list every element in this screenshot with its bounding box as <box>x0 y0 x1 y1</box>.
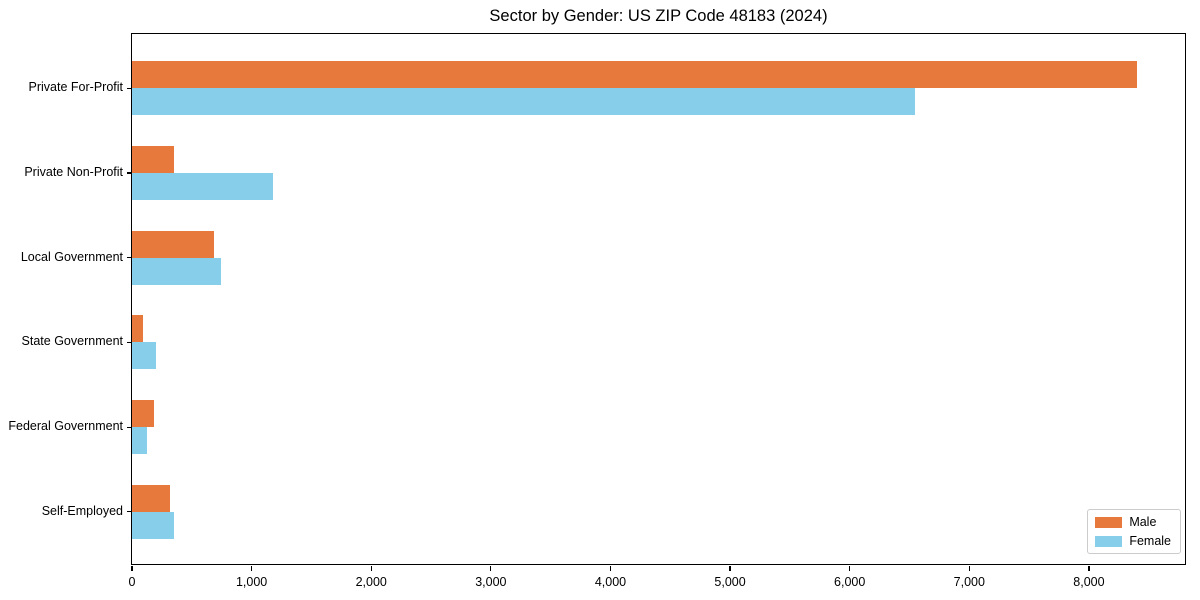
legend: Male Female <box>1087 509 1181 554</box>
bar-male-1 <box>132 146 174 173</box>
y-label-4: Federal Government <box>8 419 123 434</box>
x-tick-2 <box>370 566 372 571</box>
x-tick-6 <box>849 566 851 571</box>
legend-label-female: Female <box>1129 534 1171 548</box>
x-tick-label-0: 0 <box>128 575 136 589</box>
x-tick-1 <box>251 566 253 571</box>
y-tick-0 <box>127 87 132 89</box>
y-label-1: Private Non-Profit <box>24 165 123 179</box>
bar-female-5 <box>132 511 175 539</box>
x-tick-7 <box>968 566 970 571</box>
x-tick-label-4: 4,000 <box>594 575 627 589</box>
x-tick-label-5: 5,000 <box>714 575 746 589</box>
y-tick-4 <box>127 426 132 428</box>
y-tick-5 <box>127 511 132 513</box>
x-tick-label-1: 1,000 <box>235 575 268 589</box>
x-tick-label-7: 7,000 <box>953 575 985 589</box>
x-tick-label-3: 3,000 <box>475 575 507 589</box>
bar-female-3 <box>132 342 156 370</box>
y-label-3: State Government <box>21 334 123 349</box>
bar-male-5 <box>132 484 171 512</box>
bar-female-4 <box>132 427 147 455</box>
bar-female-1 <box>132 173 273 200</box>
x-tick-0 <box>131 566 133 571</box>
legend-label-male: Male <box>1129 515 1157 529</box>
bar-male-0 <box>132 61 1137 89</box>
female-swatch-icon <box>1095 535 1123 547</box>
y-tick-2 <box>127 257 132 259</box>
x-tick-label-6: 6,000 <box>834 575 866 589</box>
plot-area: 0 1,000 2,000 3,000 4,000 5,000 6,000 7,000 8,00… <box>127 33 1186 589</box>
x-tick-3 <box>490 566 492 571</box>
legend-item-male: Male <box>1095 515 1171 529</box>
y-tick-3 <box>127 341 132 343</box>
male-swatch-icon <box>1095 516 1123 528</box>
x-tick-5 <box>729 566 731 571</box>
y-label-5: Self-Employed <box>41 503 123 518</box>
y-tick-1 <box>127 172 132 174</box>
bar-female-2 <box>132 257 221 285</box>
bar-male-3 <box>132 315 143 343</box>
bar-male-4 <box>132 400 155 428</box>
bar-male-2 <box>132 230 214 258</box>
bar-female-0 <box>132 88 916 116</box>
x-tick-8 <box>1088 566 1090 571</box>
x-tick-label-8: 8,000 <box>1073 575 1105 589</box>
y-label-2: Local Government <box>20 249 123 264</box>
y-label-0: Private For-Profit <box>28 80 123 95</box>
chart-title: Sector by Gender: US ZIP Code 48183 (202… <box>489 7 828 25</box>
x-tick-4 <box>609 566 612 571</box>
x-tick-label-2: 2,000 <box>355 575 387 589</box>
legend-item-female: Female <box>1095 534 1171 548</box>
